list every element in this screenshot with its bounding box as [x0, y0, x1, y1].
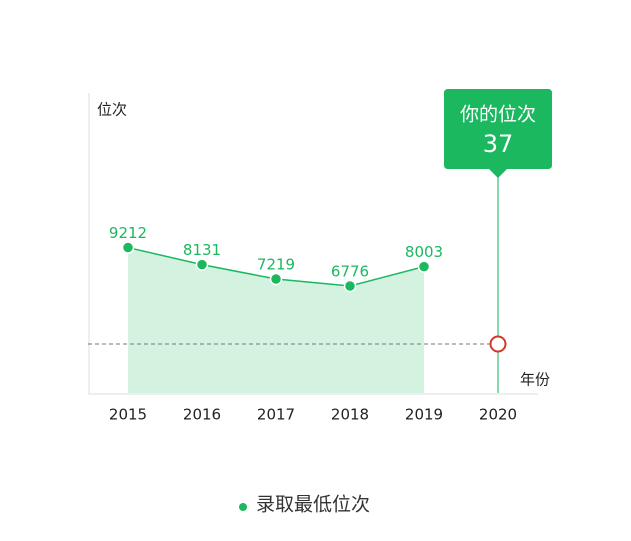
x-tick-label: 2015 — [109, 406, 147, 424]
data-label: 8003 — [405, 243, 443, 261]
point — [269, 272, 283, 286]
legend-marker — [239, 503, 247, 511]
point — [417, 260, 431, 273]
annotation-label: 你的位次 — [460, 104, 536, 126]
point — [343, 279, 357, 293]
point — [195, 258, 209, 271]
x-tick-label: 2017 — [257, 406, 295, 424]
data-label: 8131 — [183, 241, 221, 259]
data-label: 7219 — [257, 256, 295, 274]
data-label: 6776 — [331, 263, 369, 281]
point — [121, 241, 135, 254]
x-tick-label: 2018 — [331, 406, 369, 424]
data-label: 9212 — [109, 224, 147, 242]
legend-label: 录取最低位次 — [256, 494, 370, 516]
y-axis-label: 位次 — [97, 101, 127, 119]
area — [128, 247, 424, 393]
annotation-box — [444, 89, 552, 178]
x-tick-label: 2016 — [183, 406, 221, 424]
annotation-value: 37 — [483, 130, 514, 158]
x-axis-label: 年份 — [520, 371, 550, 389]
annotation-point — [489, 335, 507, 353]
x-tick-label: 2020 — [479, 406, 517, 424]
x-tick-label: 2019 — [405, 406, 443, 424]
